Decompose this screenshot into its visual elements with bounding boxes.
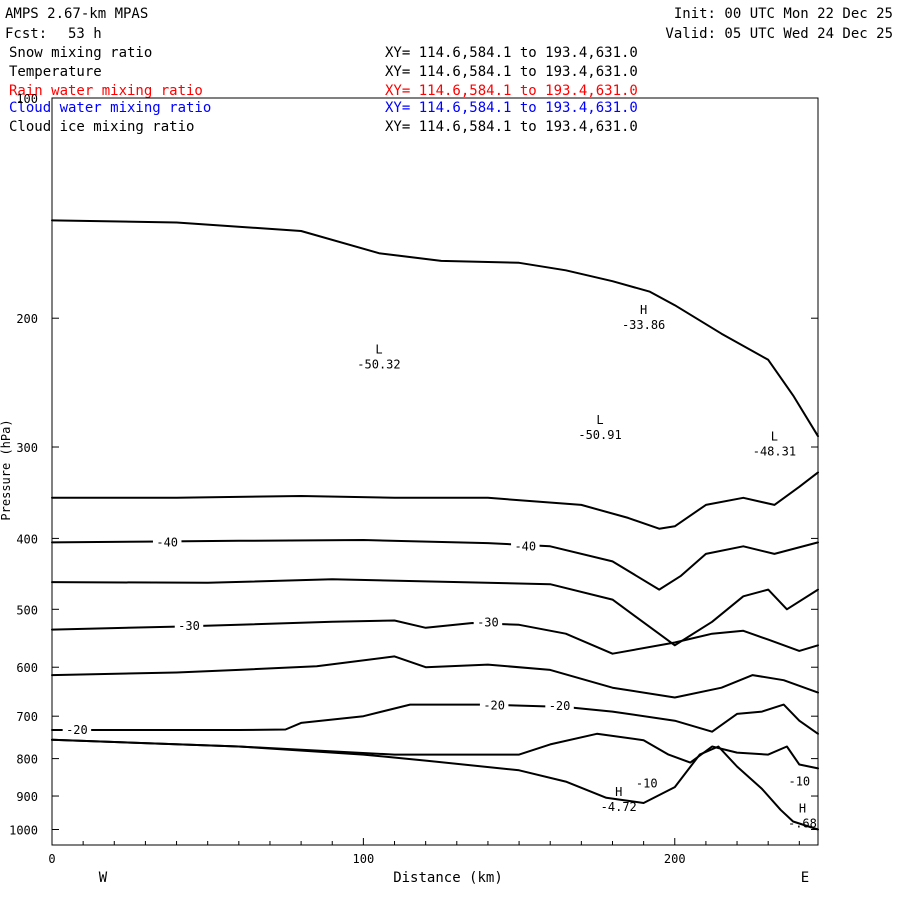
y-axis: 100 200 300 400 500 600 700 800 900 1000 [9,92,818,838]
contour-label-bg [511,538,540,554]
legend-rain-label: Rain water mixing ratio [9,83,203,99]
valid-time: Valid: 05 UTC Wed 24 Dec 25 [665,26,893,42]
contour-label: -10 [788,775,810,789]
contour-label-bg [174,618,204,634]
legend-snow-label: Snow mixing ratio [9,45,152,61]
extremum-kind: H [799,802,806,816]
extremum-value: -50.32 [357,357,400,371]
extremum-kind: L [596,413,603,427]
legend-cloud-ice-xy: XY= 114.6,584.1 to 193.4,631.0 [385,119,638,135]
contour-label: -40 [156,535,178,549]
contour-label: -40 [514,539,536,553]
forecast-label: Fcst: [5,26,47,42]
legend-temperature-xy: XY= 114.6,584.1 to 193.4,631.0 [385,64,638,80]
west-label: W [99,870,108,886]
contour-label-bg [62,721,92,737]
y-tick-label: 300 [16,441,38,455]
y-tick-label: 200 [16,312,38,326]
x-tick-label: 0 [48,852,55,866]
init-time: Init: 00 UTC Mon 22 Dec 25 [674,6,893,22]
contour-label-bg [545,698,574,714]
contour-label: -20 [483,699,505,713]
y-tick-label: 900 [16,790,38,804]
isotherm-5 [51,655,819,699]
isotherm-4 [51,619,819,655]
extremum-kind: H [615,785,622,799]
extremum-kind: L [771,429,778,443]
extremum-value: -48.31 [753,444,796,458]
y-tick-label: 800 [16,753,38,767]
x-axis-label: Distance (km) [393,870,503,886]
y-tick-label: 500 [16,603,38,617]
contour-label: -20 [549,699,571,713]
field-legend: Snow mixing ratio XY= 114.6,584.1 to 193… [9,45,638,135]
x-tick-label: 200 [664,852,686,866]
extremum-value: -.68 [788,817,817,831]
contour-label-bg [152,534,182,550]
y-tick-label: 100 [16,92,38,106]
east-label: E [801,870,809,886]
contour-labels: -40 -40 -30 -30 -20 -20 -20 -10 -10 [62,534,814,791]
contour-label-bg [479,697,509,713]
extremum-value: -33.86 [622,318,665,332]
extremum-value: -4.72 [601,800,637,814]
isotherm-7 [51,732,819,770]
plot-frame [51,97,819,846]
extremum-kind: H [640,303,647,317]
contour-label: -30 [178,619,200,633]
y-tick-label: 700 [16,710,38,724]
extremum-value: -50.91 [578,428,621,442]
x-axis: 0 100 200 [48,838,800,866]
extrema-labels: L-50.32L-50.91H-33.86L-48.31H-4.72 H-.68 [357,303,817,831]
contour-label-bg [473,614,503,630]
contour-label-bg [785,773,814,789]
extremum-kind: L [375,342,382,356]
y-tick-label: 400 [16,532,38,546]
isotherm-1 [51,471,819,530]
isotherm-0 [51,219,819,438]
isotherm-8 [51,738,819,831]
contour-label-bg [632,775,661,791]
isotherm-2 [51,539,819,591]
x-tick-label: 100 [353,852,375,866]
legend-rain-xy: XY= 114.6,584.1 to 193.4,631.0 [385,83,638,99]
contour-label: -30 [477,615,499,629]
legend-cloud-ice-label: Cloud ice mixing ratio [9,119,194,135]
y-tick-label: 600 [16,661,38,675]
legend-cloud-water-xy: XY= 114.6,584.1 to 193.4,631.0 [385,100,638,116]
isotherm-6 [51,703,819,735]
contour-label: -20 [66,723,88,737]
forecast-hours: 53 h [68,26,102,42]
legend-temperature-label: Temperature [9,64,102,80]
temperature-contours [51,219,819,831]
contour-label: -10 [636,776,658,790]
legend-snow-xy: XY= 114.6,584.1 to 193.4,631.0 [385,45,638,61]
y-tick-label: 1000 [9,824,38,838]
legend-cloud-water-label: Cloud water mixing ratio [9,100,211,116]
y-axis-label: Pressure (hPa) [0,419,13,520]
model-title: AMPS 2.67-km MPAS [5,6,148,22]
isotherm-3 [51,578,819,647]
